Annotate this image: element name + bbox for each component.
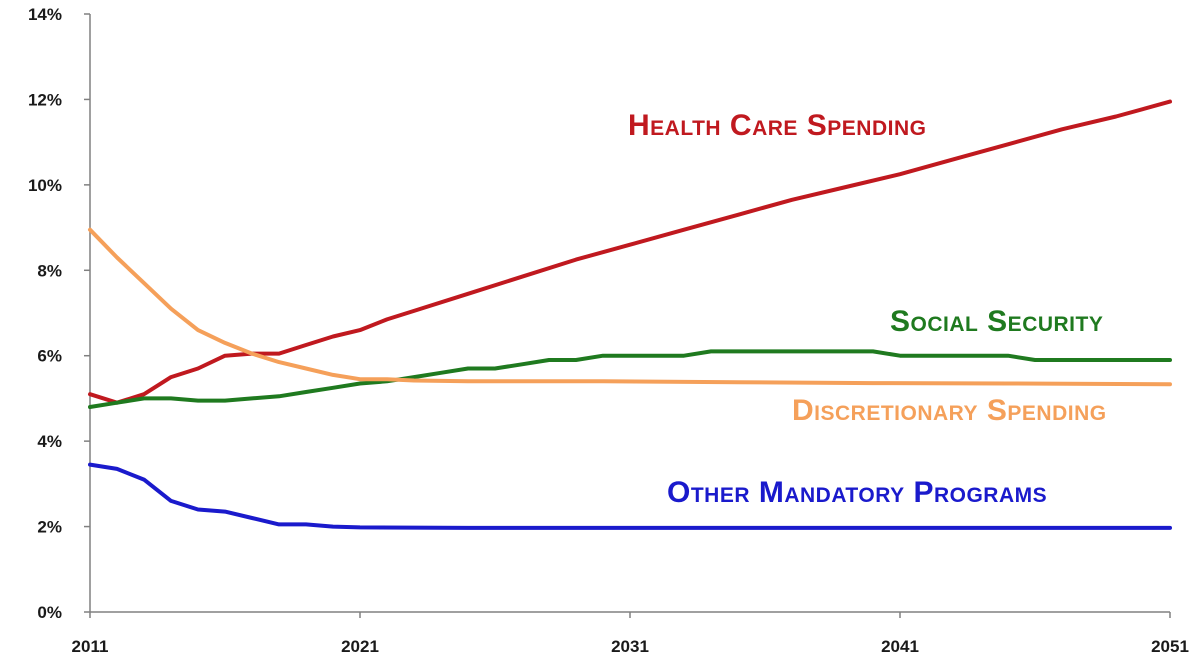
series-line-social-security (88, 349, 1172, 409)
x-tick-label: 2051 (1151, 637, 1189, 656)
y-tick-label: 8% (37, 261, 62, 280)
series-label-health-care: Health Care Spending (628, 109, 926, 142)
x-tick-label: 2031 (611, 637, 649, 656)
series-line-health-care-spending (88, 99, 1172, 405)
series-label-other-mandatory: Other Mandatory Programs (667, 476, 1047, 509)
series-label-discretionary: Discretionary Spending (792, 394, 1107, 427)
y-axis-ticks: 0% 2% 4% 6% 8% 10% 12% 14% (28, 5, 90, 622)
x-tick-label: 2011 (72, 637, 109, 656)
series-line-discretionary-spending (88, 227, 1172, 387)
y-tick-label: 2% (37, 518, 62, 537)
y-tick-label: 4% (37, 432, 62, 451)
series-label-social-security: Social Security (890, 305, 1103, 338)
chart-series (88, 99, 1172, 530)
y-tick-label: 6% (37, 347, 62, 366)
y-tick-label: 0% (37, 603, 62, 622)
y-tick-label: 10% (28, 176, 62, 195)
x-tick-label: 2021 (341, 637, 379, 656)
x-axis-ticks: 2011 2021 2031 2041 2051 (72, 612, 1189, 656)
series-line-other-mandatory-programs (88, 462, 1172, 530)
x-tick-label: 2041 (881, 637, 919, 656)
y-tick-label: 14% (28, 5, 62, 24)
series-labels: Health Care Spending Social Security Dis… (628, 109, 1107, 509)
y-tick-label: 12% (28, 90, 62, 109)
